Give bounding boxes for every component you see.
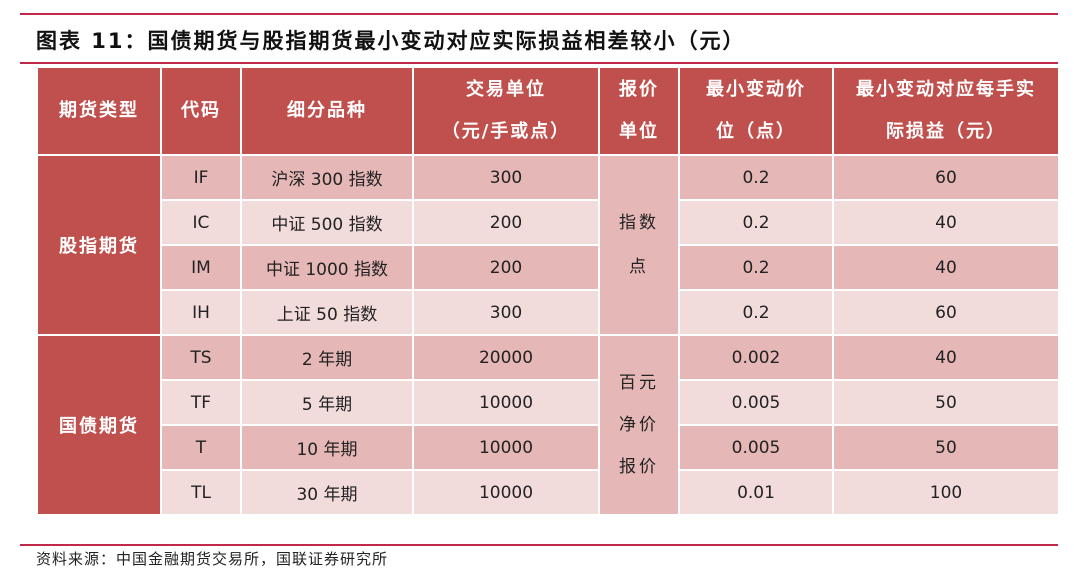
header-pnl: 最小变动对应每手实 际损益（元） <box>832 66 1060 156</box>
pnl-cell: 50 <box>832 379 1060 426</box>
table-row: T 10 年期 10000 0.005 50 <box>37 424 1060 471</box>
header-code: 代码 <box>160 66 242 156</box>
tick-cell: 0.005 <box>678 424 834 471</box>
unit-cell: 10000 <box>412 424 600 471</box>
unit-cell: 20000 <box>412 334 600 381</box>
top-rule <box>20 13 1058 15</box>
code-cell: IF <box>160 154 242 201</box>
footer-rule <box>20 544 1058 546</box>
header-variety: 细分品种 <box>240 66 414 156</box>
code-cell: IH <box>160 289 242 336</box>
unit-cell: 10000 <box>412 379 600 426</box>
pnl-cell: 100 <box>832 469 1060 516</box>
code-cell: TF <box>160 379 242 426</box>
code-cell: T <box>160 424 242 471</box>
quote-unit-cell: 百元 净价 报价 <box>598 334 680 516</box>
table-row: IM 中证 1000 指数 200 0.2 40 <box>37 244 1060 291</box>
tick-cell: 0.2 <box>678 199 834 246</box>
source-note: 资料来源：中国金融期货交易所，国联证券研究所 <box>36 550 389 568</box>
pnl-cell: 60 <box>832 154 1060 201</box>
pnl-cell: 40 <box>832 334 1060 381</box>
unit-cell: 200 <box>412 244 600 291</box>
header-trade-unit: 交易单位 （元/手或点） <box>412 66 600 156</box>
pnl-cell: 40 <box>832 244 1060 291</box>
tick-cell: 0.2 <box>678 244 834 291</box>
header-type: 期货类型 <box>36 66 162 156</box>
tick-cell: 0.002 <box>678 334 834 381</box>
header-row: 期货类型 代码 细分品种 交易单位 （元/手或点） 报价 单位 最小变动价 位（点） … <box>36 66 1060 156</box>
table-row: IH 上证 50 指数 300 0.2 60 <box>37 289 1060 336</box>
variety-cell: 30 年期 <box>240 469 414 516</box>
unit-cell: 300 <box>412 289 600 336</box>
code-cell: IC <box>160 199 242 246</box>
variety-cell: 沪深 300 指数 <box>240 154 414 201</box>
variety-cell: 中证 500 指数 <box>240 199 414 246</box>
tick-cell: 0.01 <box>678 469 834 516</box>
variety-cell: 上证 50 指数 <box>240 289 414 336</box>
table-row: TL 30 年期 10000 0.01 100 <box>37 469 1060 516</box>
code-cell: TS <box>160 334 242 381</box>
pnl-cell: 60 <box>832 289 1060 336</box>
unit-cell: 10000 <box>412 469 600 516</box>
pnl-cell: 40 <box>832 199 1060 246</box>
futures-table: 期货类型 代码 细分品种 交易单位 （元/手或点） 报价 单位 最小变动价 位（点） … <box>36 66 1060 516</box>
group-type-cell: 股指期货 <box>36 154 162 336</box>
table-row: TF 5 年期 10000 0.005 50 <box>37 379 1060 426</box>
table-row: IC 中证 500 指数 200 0.2 40 <box>37 199 1060 246</box>
code-cell: TL <box>160 469 242 516</box>
header-min-tick: 最小变动价 位（点） <box>678 66 834 156</box>
table-row: 国债期货 TS 2 年期 20000 百元 净价 报价 0.002 40 <box>36 334 1060 516</box>
variety-cell: 中证 1000 指数 <box>240 244 414 291</box>
unit-cell: 300 <box>412 154 600 201</box>
quote-unit-cell: 指数点 <box>598 154 680 336</box>
header-quote-unit: 报价 单位 <box>598 66 680 156</box>
table-row: 股指期货 IF 沪深 300 指数 300 指数点 0.2 60 <box>36 154 1060 336</box>
tick-cell: 0.005 <box>678 379 834 426</box>
variety-cell: 2 年期 <box>240 334 414 381</box>
tick-cell: 0.2 <box>678 154 834 201</box>
title-rule <box>20 62 1058 64</box>
variety-cell: 5 年期 <box>240 379 414 426</box>
code-cell: IM <box>160 244 242 291</box>
unit-cell: 200 <box>412 199 600 246</box>
figure-title: 图表 11：国债期货与股指期货最小变动对应实际损益相差较小（元） <box>36 29 746 53</box>
variety-cell: 10 年期 <box>240 424 414 471</box>
group-type-cell: 国债期货 <box>36 334 162 516</box>
tick-cell: 0.2 <box>678 289 834 336</box>
pnl-cell: 50 <box>832 424 1060 471</box>
